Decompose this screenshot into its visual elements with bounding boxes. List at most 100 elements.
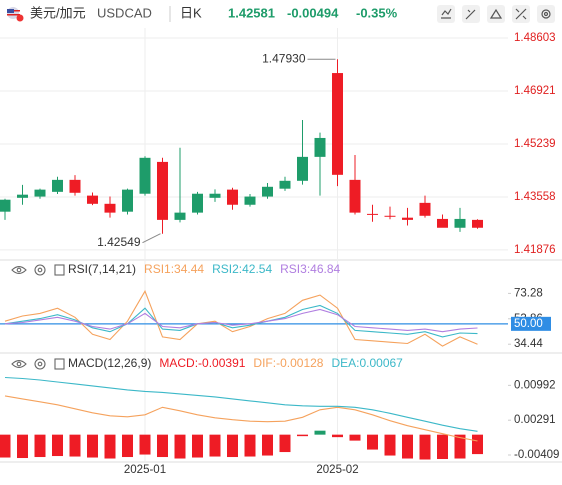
candle-body [244,196,256,205]
histogram-bar [314,430,326,435]
histogram-bar [279,434,291,453]
candle-body [122,189,133,212]
histogram-bar [0,434,11,458]
candle-body [192,193,203,213]
histogram-bar [419,434,431,460]
candle-body [454,218,466,228]
tool-button[interactable] [462,5,480,23]
candle-body [367,213,378,215]
candle-body [349,179,361,213]
y-tick-label: 1.45239 [514,138,556,150]
indicator-icon [54,264,65,276]
indicator-title: MACD(12,26,9) [68,356,151,370]
candle-body [87,195,98,204]
y-tick-label: 50.00 [514,318,543,330]
candle-body [34,189,46,197]
legend-entry: RSI2:42.54 [212,262,272,276]
eye-icon[interactable] [11,359,27,369]
indicator-title: RSI(7,14,21) [68,262,136,276]
histogram-bar [297,434,308,437]
candle-body [69,179,81,193]
tick-label-box [511,316,551,331]
histogram-bar [437,434,448,460]
candle-body [262,186,273,197]
histogram-bar [17,434,28,459]
panel: 73.2853.8650.0034.44RSI(7,14,21)RSI1:34.… [0,262,551,350]
histogram-bar [262,434,273,456]
histogram-bar [454,434,466,459]
candle-body [174,212,186,220]
panel-icons [11,264,65,370]
histogram-bar [104,434,116,459]
candle-body [157,161,168,220]
y-tick-label: 73.28 [514,287,543,299]
histogram-bar [402,434,413,459]
tool-button[interactable] [437,5,455,23]
tool-button[interactable] [487,5,505,23]
histogram-bar [139,434,151,455]
indicator-icon [54,358,65,370]
candle-body [437,218,448,228]
histogram-bar [349,434,361,441]
y-tick-label: 1.48603 [514,32,556,44]
candle-body [419,202,431,216]
candle-body [279,180,291,189]
histogram-bar [367,434,378,450]
indicator-line [4,308,478,333]
indicator-line [4,395,478,442]
indicator-line [4,376,478,432]
candle-body [0,199,11,212]
histogram-bar [384,434,396,456]
last-price: 1.42581 [228,5,275,20]
histogram-bar [87,434,98,458]
tool-button[interactable] [512,5,530,23]
histogram-bar [209,434,221,457]
candle-body [297,156,308,181]
candle-body [402,217,413,220]
x-tick-label: 2025-01 [124,464,166,476]
price-change-pct: -0.35% [356,5,398,20]
period[interactable]: 日K [180,5,202,20]
candle-body [52,179,63,192]
candle-body [332,73,343,175]
indicator-line [4,289,478,347]
low-price-label: 1.42549 [97,235,141,249]
legend-entry: DEA:0.00067 [331,356,403,370]
toolbar [437,5,555,23]
panel: 0.00992 0.00291 -0.00409 MACD(12,26,9) MACD:… [0,356,559,461]
eye-icon[interactable] [11,265,27,275]
pair-name: 美元/加元 [30,5,86,20]
settings-icon[interactable] [34,358,46,370]
y-tick-label: -0.00409 [514,449,559,461]
histogram-bar [34,434,46,458]
histogram-bar [52,434,63,457]
histogram-bar [192,434,203,458]
y-tick-label: 34.44 [514,338,543,350]
candle-body [384,215,396,217]
histogram-bar [174,434,186,459]
settings-icon[interactable] [34,264,46,276]
histogram-bar [244,434,256,457]
histogram-bar [332,434,343,438]
legend-entry: MACD:-0.00391 [159,356,245,370]
histogram-bar [122,434,133,458]
legend-entry: RSI3:46.84 [280,262,340,276]
candle-body [17,194,28,198]
flag-icon [7,7,24,22]
panel: 1.48603 1.46921 1.45239 1.43558 1.41876 1.479… [0,32,556,256]
candle-body [227,189,238,205]
y-tick-label: 1.41876 [514,244,556,256]
histogram-bar [472,434,483,455]
candle-body [472,219,483,228]
candle-body [104,203,116,213]
tool-button[interactable] [537,5,555,23]
y-tick-label: 0.00992 [514,379,556,391]
candle-body [314,137,326,157]
y-tick-label: 0.00291 [514,414,556,426]
histogram-bar [227,434,238,458]
candle-body [139,157,151,194]
price-change: -0.00494 [287,5,339,20]
histogram-bar [69,434,81,457]
